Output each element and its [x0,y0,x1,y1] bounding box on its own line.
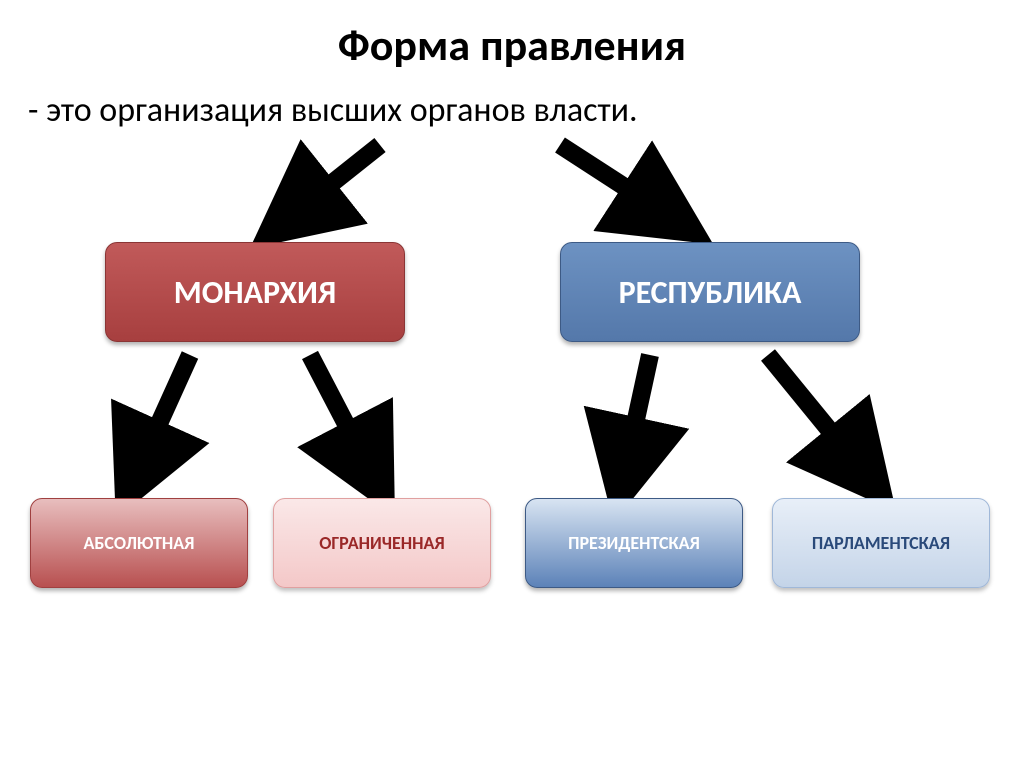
node-presidential: ПРЕЗИДЕНТСКАЯ [525,498,743,588]
node-parliamentary: ПАРЛАМЕНТСКАЯ [772,498,990,588]
node-monarchy: МОНАРХИЯ [105,242,405,342]
subtitle: - это организация высших органов власти. [28,90,638,131]
node-absolute: АБСОЛЮТНАЯ [30,498,248,588]
node-limited: ОГРАНИЧЕННАЯ [273,498,491,588]
node-label: ПАРЛАМЕНТСКАЯ [812,532,950,554]
node-label: ПРЕЗИДЕНТСКАЯ [568,532,700,554]
node-label: МОНАРХИЯ [174,273,336,312]
node-label: АБСОЛЮТНАЯ [83,532,194,554]
page-title: Форма правления [0,18,1024,72]
node-label: ОГРАНИЧЕННАЯ [319,532,445,554]
node-label: РЕСПУБЛИКА [619,273,802,312]
node-republic: РЕСПУБЛИКА [560,242,860,342]
